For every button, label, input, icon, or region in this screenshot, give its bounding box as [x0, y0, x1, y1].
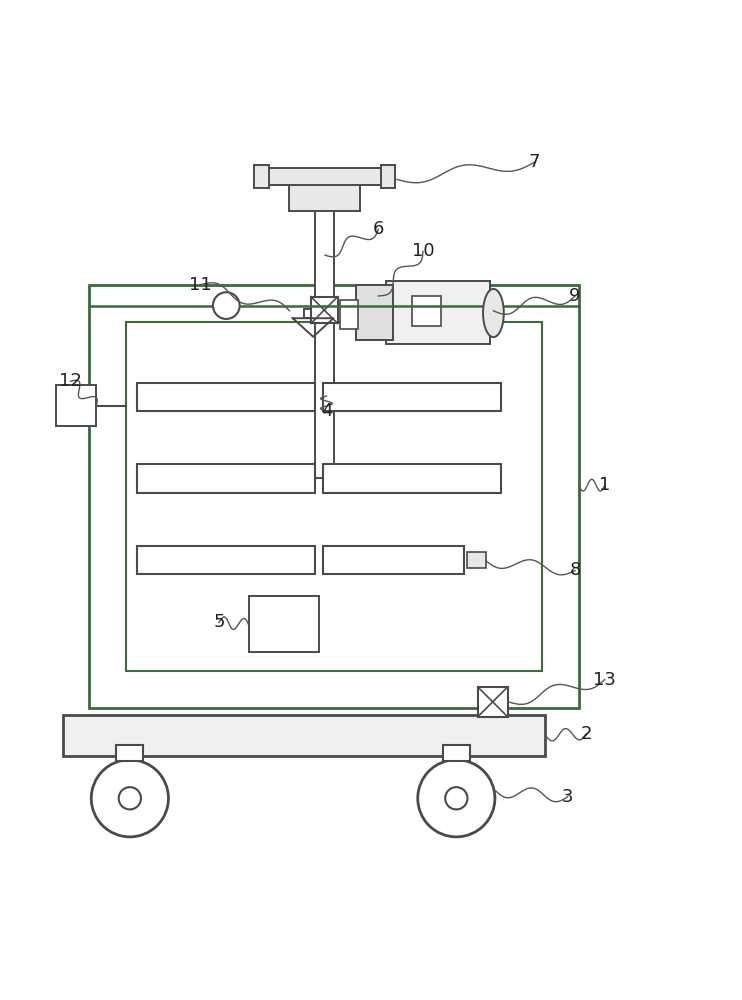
Text: 1: 1 [599, 476, 611, 494]
Bar [137, 464, 315, 493]
Bar [89, 285, 579, 708]
Text: 4: 4 [321, 402, 332, 420]
Bar [412, 296, 441, 326]
Bar [323, 383, 501, 411]
Text: 12: 12 [59, 372, 82, 390]
Bar [137, 546, 315, 574]
Bar [256, 168, 393, 185]
Bar [63, 715, 545, 756]
Bar [126, 322, 542, 671]
Bar [323, 546, 464, 574]
Text: 13: 13 [594, 671, 616, 689]
Bar [289, 185, 360, 211]
Text: 9: 9 [569, 287, 581, 305]
Bar [116, 745, 143, 761]
Circle shape [119, 787, 141, 809]
Text: 11: 11 [189, 276, 211, 294]
Bar [249, 596, 319, 652]
Bar [381, 165, 395, 188]
Text: 10: 10 [412, 242, 434, 260]
Bar [467, 552, 486, 568]
Bar [340, 300, 358, 329]
Bar [356, 285, 393, 340]
Bar [304, 309, 322, 318]
Bar [443, 745, 470, 761]
Text: 7: 7 [528, 153, 540, 171]
Bar [137, 383, 315, 411]
Bar [323, 464, 501, 493]
Text: 2: 2 [580, 725, 592, 743]
Bar [254, 165, 269, 188]
Circle shape [445, 787, 467, 809]
Text: 6: 6 [372, 220, 384, 238]
Circle shape [418, 760, 495, 837]
Text: 5: 5 [213, 613, 225, 631]
Bar [56, 385, 96, 426]
Bar [478, 687, 508, 717]
Bar [315, 203, 334, 478]
Bar [311, 297, 338, 323]
Text: 8: 8 [569, 561, 581, 579]
Ellipse shape [483, 289, 504, 337]
Circle shape [213, 292, 240, 319]
Bar [386, 281, 490, 344]
Circle shape [91, 760, 168, 837]
Text: 3: 3 [562, 788, 574, 806]
